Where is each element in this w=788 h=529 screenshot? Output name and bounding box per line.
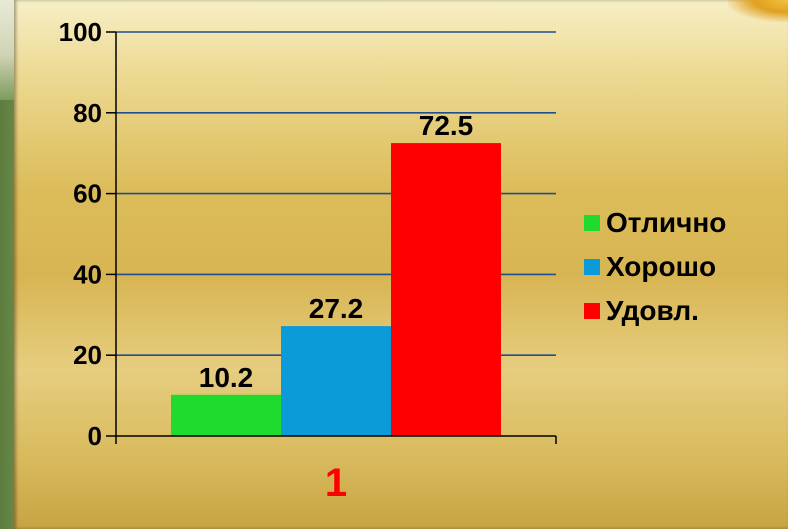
legend-label: Хорошо [606,251,716,282]
legend-label: Отлично [606,207,726,238]
bar-3 [391,143,501,436]
legend-swatch [584,259,600,275]
y-tick-label: 40 [73,259,102,289]
data-labels: 10.2 27.2 72.5 [199,110,474,393]
data-label: 10.2 [199,362,254,393]
y-tick-label: 80 [73,98,102,128]
bars [171,143,501,436]
axes: 0 20 40 60 80 100 1 [59,17,557,505]
bar-1 [171,394,281,436]
y-tick-label: 100 [59,17,102,47]
y-tick-label: 0 [88,421,102,451]
bar-2 [281,326,391,436]
legend-swatch [584,215,600,231]
legend-label: Удовл. [606,295,699,326]
legend: Отлично Хорошо Удовл. [584,207,726,326]
x-category-label: 1 [325,461,347,505]
legend-swatch [584,303,600,319]
corner-decoration [728,0,788,22]
data-label: 72.5 [419,110,474,141]
y-tick-label: 60 [73,179,102,209]
data-label: 27.2 [309,293,364,324]
y-tick-label: 20 [73,340,102,370]
